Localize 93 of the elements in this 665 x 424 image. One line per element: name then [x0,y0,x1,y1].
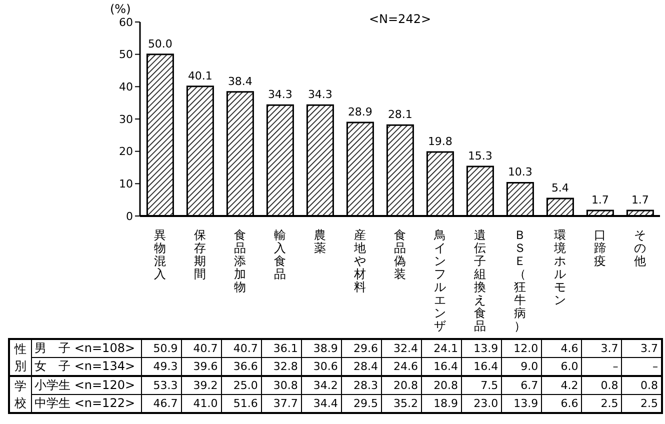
data-label: 6.6 [542,394,582,413]
data-label: 16.4 [422,358,462,376]
x-tick-label: 遺伝子組換え食品 [473,228,486,333]
x-tick-label: 異物混入 [154,228,166,281]
data-label: 20.8 [422,376,462,394]
data-label: 34.4 [301,394,342,413]
text: 性別 [10,340,31,374]
data-label: 0.8 [622,376,662,394]
data-label: 38.9 [301,339,342,358]
y-axis-title: (%) [110,2,131,16]
data-label: 50.9 [141,339,182,358]
chart-subtitle: <N=242> [368,12,432,26]
data-label: 13.9 [462,339,502,358]
y-tick-label: 女 子 <n=134> [31,358,142,376]
data-label: 2.5 [582,394,622,413]
y-tick-label: 30 [119,112,133,126]
data-label: 15.3 [468,150,492,163]
data-label: 50.0 [148,37,172,50]
data-label: 39.2 [181,376,222,394]
data-label: 51.6 [221,394,262,413]
x-tick-label: 農薬 [314,228,326,255]
data-label: 30.8 [261,376,302,394]
data-label: 9.0 [502,358,542,376]
data-label: 6.0 [542,358,582,376]
y-tick-label: 10 [119,178,133,191]
y-tick-label: 50 [119,48,133,62]
data-label: 7.5 [462,376,502,394]
data-label: 34.3 [308,88,332,102]
data-label: 5.4 [551,182,569,195]
y-tick-label: 中学生 <n=122> [31,394,142,413]
data-label: 23.0 [462,394,502,413]
data-label: 41.0 [181,394,222,413]
data-label: 34.2 [301,376,342,394]
y-tick-label: 小学生 <n=120> [31,376,142,394]
data-label: 6.7 [502,376,542,394]
data-label: 20.8 [381,376,422,394]
data-label: 4.6 [542,339,582,358]
data-label: 39.6 [181,358,222,376]
x-tick-label: ＢＳＥ（狂牛病） [514,228,526,333]
x-tick-label: その他 [634,228,646,268]
data-label: 2.5 [622,394,662,413]
data-label: 38.4 [228,74,252,88]
data-label: 32.4 [381,339,422,358]
data-label: 3.7 [582,339,622,358]
x-tick-label: 口蹄疫 [594,228,606,268]
x-tick-label: 食品偽装 [394,228,406,281]
data-label: 24.1 [422,339,462,358]
data-label: 49.3 [141,358,182,376]
y-tick-label: 0 [126,210,133,223]
data-label: 29.6 [341,339,382,358]
data-label: 40.1 [188,69,212,82]
data-label: 1.7 [591,194,609,207]
data-label: 3.7 [622,339,662,358]
text: – [612,360,618,373]
data-label: 37.7 [261,394,302,413]
data-label: 28.9 [348,106,372,119]
x-tick-label: 環境ホルモン [553,228,566,307]
data-label: 16.4 [462,358,502,376]
data-label: 28.1 [388,108,412,122]
data-label: 12.0 [502,339,542,358]
text: – [652,360,658,373]
y-tick-label: 60 [119,16,133,29]
data-label: 19.8 [428,134,452,148]
data-label: 30.6 [301,358,342,376]
y-tick-label: 男 子 <n=108> [31,339,142,358]
data-label: 25.0 [221,376,262,394]
x-tick-label: 産地や材料 [353,228,366,294]
x-tick-label: 鳥インフルエンザ [433,228,446,333]
x-tick-label: 輸入食品 [274,228,286,281]
data-label: 18.9 [422,394,462,413]
x-tick-label: 食品添加物 [234,228,246,294]
y-tick-label: 40 [119,80,133,94]
data-label: 24.6 [381,358,422,376]
data-label: 28.4 [341,358,382,376]
x-tick-label: 保存期間 [194,228,206,281]
data-label: 36.6 [221,358,262,376]
data-label: 28.3 [341,376,382,394]
data-label: 32.8 [261,358,302,376]
text: 学校 [10,378,31,412]
y-tick-label: 20 [119,145,133,158]
data-label: 36.1 [261,339,302,358]
data-label: 13.9 [502,394,542,413]
data-label: 34.3 [268,88,292,102]
data-label: 40.7 [221,339,262,358]
data-label: 29.5 [341,394,382,413]
data-label: 1.7 [631,194,649,207]
data-label: 4.2 [542,376,582,394]
data-label: 35.2 [381,394,422,413]
data-label: 0.8 [582,376,622,394]
data-label: 40.7 [181,339,222,358]
data-label: 10.3 [508,166,532,179]
data-label: 53.3 [141,376,182,394]
data-label: 46.7 [141,394,182,413]
